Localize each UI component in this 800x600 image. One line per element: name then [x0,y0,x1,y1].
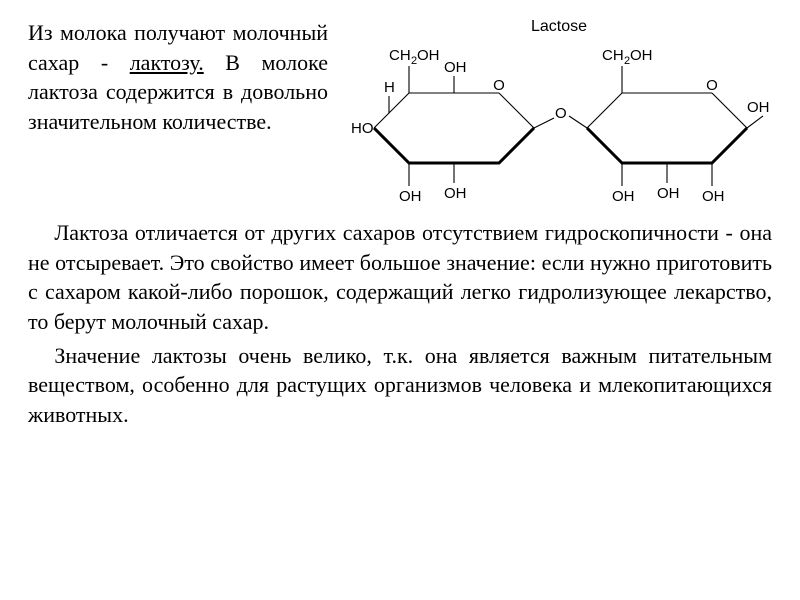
svg-text:OH: OH [444,59,467,76]
paragraph-1: Лактоза отличается от других сахаров отс… [28,218,772,337]
svg-text:OH: OH [444,185,467,202]
svg-text:CH: CH [602,47,624,64]
svg-text:OH: OH [417,47,440,64]
glycosidic-bridge: O [534,105,587,128]
svg-text:O: O [706,77,718,94]
intro-text: Из молока получают молочный сахар - лакт… [28,18,328,137]
lactose-figure: Lactose O CH 2 OH [346,18,772,208]
figure-caption: Lactose [531,18,587,36]
svg-text:OH: OH [399,188,422,205]
svg-text:O: O [493,77,505,94]
lactose-structure: O CH 2 OH HO OH OH H [349,38,769,208]
right-ring: O CH 2 OH OH OH OH [587,47,769,205]
svg-text:HO: HO [351,120,374,137]
svg-text:O: O [555,105,567,122]
svg-text:OH: OH [630,47,653,64]
svg-text:CH: CH [389,47,411,64]
top-row: Из молока получают молочный сахар - лакт… [28,18,772,208]
svg-text:H: H [384,79,395,96]
svg-text:OH: OH [702,188,725,205]
paragraph-2: Значение лактозы очень велико, т.к. она … [28,341,772,430]
page: Из молока получают молочный сахар - лакт… [0,0,800,600]
svg-text:OH: OH [747,99,769,116]
intro-underline: лактозу. [130,50,204,75]
svg-text:OH: OH [657,185,680,202]
svg-text:OH: OH [612,188,635,205]
left-ring: O CH 2 OH HO OH OH H [351,47,534,205]
